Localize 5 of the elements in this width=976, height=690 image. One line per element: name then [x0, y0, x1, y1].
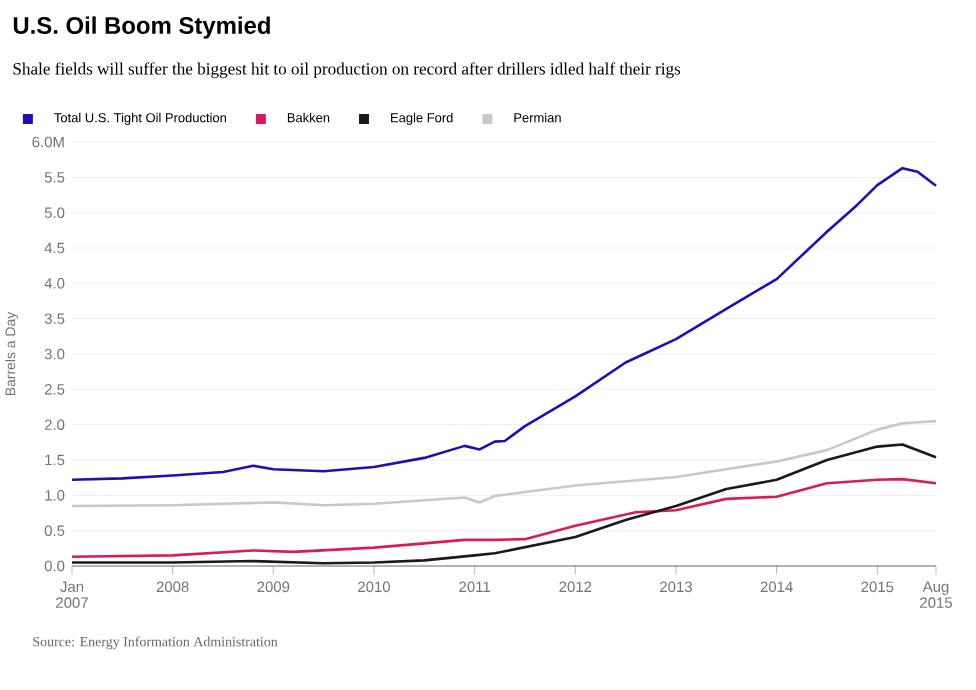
line-series [70, 419, 938, 508]
chart-subtitle: Shale fields will suffer the biggest hit to oil production on record after drillers idled half their rigs [13, 62, 681, 79]
line-series [70, 166, 938, 482]
chart-title: U.S. Oil Boom Stymied [13, 16, 270, 39]
line-series [70, 477, 938, 559]
